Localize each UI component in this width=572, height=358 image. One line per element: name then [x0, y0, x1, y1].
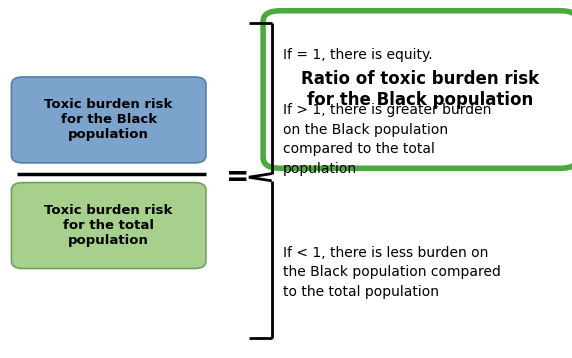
- FancyBboxPatch shape: [11, 77, 206, 163]
- Text: If > 1, there is greater burden
on the Black population
compared to the total
po: If > 1, there is greater burden on the B…: [283, 103, 491, 176]
- Text: Toxic burden risk
for the total
population: Toxic burden risk for the total populati…: [45, 204, 173, 247]
- Text: If = 1, there is equity.: If = 1, there is equity.: [283, 48, 433, 63]
- FancyBboxPatch shape: [263, 11, 572, 168]
- FancyBboxPatch shape: [11, 183, 206, 268]
- Text: If < 1, there is less burden on
the Black population compared
to the total popul: If < 1, there is less burden on the Blac…: [283, 246, 501, 299]
- Text: =: =: [226, 163, 249, 191]
- Text: Toxic burden risk
for the Black
population: Toxic burden risk for the Black populati…: [45, 98, 173, 141]
- Text: Ratio of toxic burden risk
for the Black population: Ratio of toxic burden risk for the Black…: [301, 70, 539, 109]
